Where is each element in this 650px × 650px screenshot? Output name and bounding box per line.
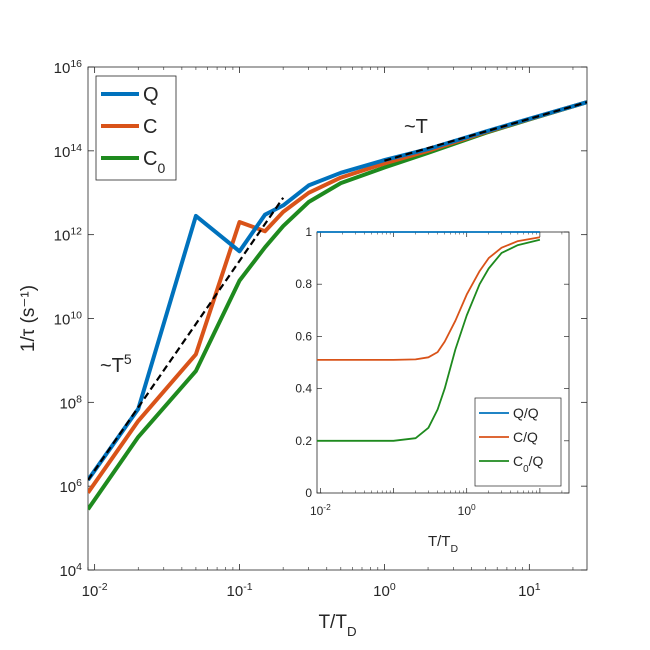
y-tick-label: 108	[59, 393, 82, 412]
inset-y-tick-label: 0	[305, 486, 312, 500]
legend-label: Q	[143, 84, 159, 106]
y-axis-label: 1/τ (s⁻¹)	[18, 285, 39, 352]
inset-y-tick-label: 0.2	[295, 434, 312, 448]
y-tick-label: 1014	[54, 142, 83, 161]
inset-legend-label: C0/Q	[513, 453, 543, 475]
reference-line-linear	[384, 101, 587, 162]
y-tick-label: 1016	[54, 58, 83, 77]
inset-legend-label: C/Q	[513, 429, 538, 445]
inset-series-group	[317, 231, 541, 442]
inset-y-tick-label: 0.8	[295, 277, 312, 291]
y-tick-label: 104	[59, 561, 82, 580]
x-tick-label: 10-1	[227, 581, 253, 600]
inset-line-c-q	[317, 236, 541, 361]
x-tick-label: 101	[518, 581, 541, 600]
reference-line-fifth-power	[88, 197, 285, 481]
inset-x-tick-label: 10-2	[310, 502, 331, 518]
y-tick-label: 1010	[54, 310, 83, 329]
annotation-fifth-power: ~T5	[100, 351, 132, 377]
main-series-group	[88, 100, 587, 511]
inset-x-axis-label: T/TD	[428, 533, 459, 555]
x-tick-label: 100	[373, 581, 396, 600]
y-tick-label: 106	[59, 477, 82, 496]
inset-y-tick-label: 0.4	[295, 382, 312, 396]
x-tick-label: 10-2	[82, 581, 108, 600]
inset-y-tick-label: 1	[305, 225, 312, 239]
inset-legend-label: Q/Q	[513, 405, 539, 421]
inset-line-c0-q	[317, 238, 541, 442]
inset-legend: Q/Q C/Q C0/Q	[474, 397, 562, 487]
annotation-linear: ~T	[404, 116, 428, 138]
legend-label: C0	[143, 148, 165, 176]
legend-label: C	[143, 116, 157, 138]
main-legend: QC C0	[95, 75, 177, 181]
inset-y-tick-label: 0.6	[295, 329, 312, 343]
inset-x-tick-label: 100	[458, 502, 476, 518]
y-tick-label: 1012	[54, 226, 83, 245]
x-axis-label: T/TD	[318, 612, 356, 639]
